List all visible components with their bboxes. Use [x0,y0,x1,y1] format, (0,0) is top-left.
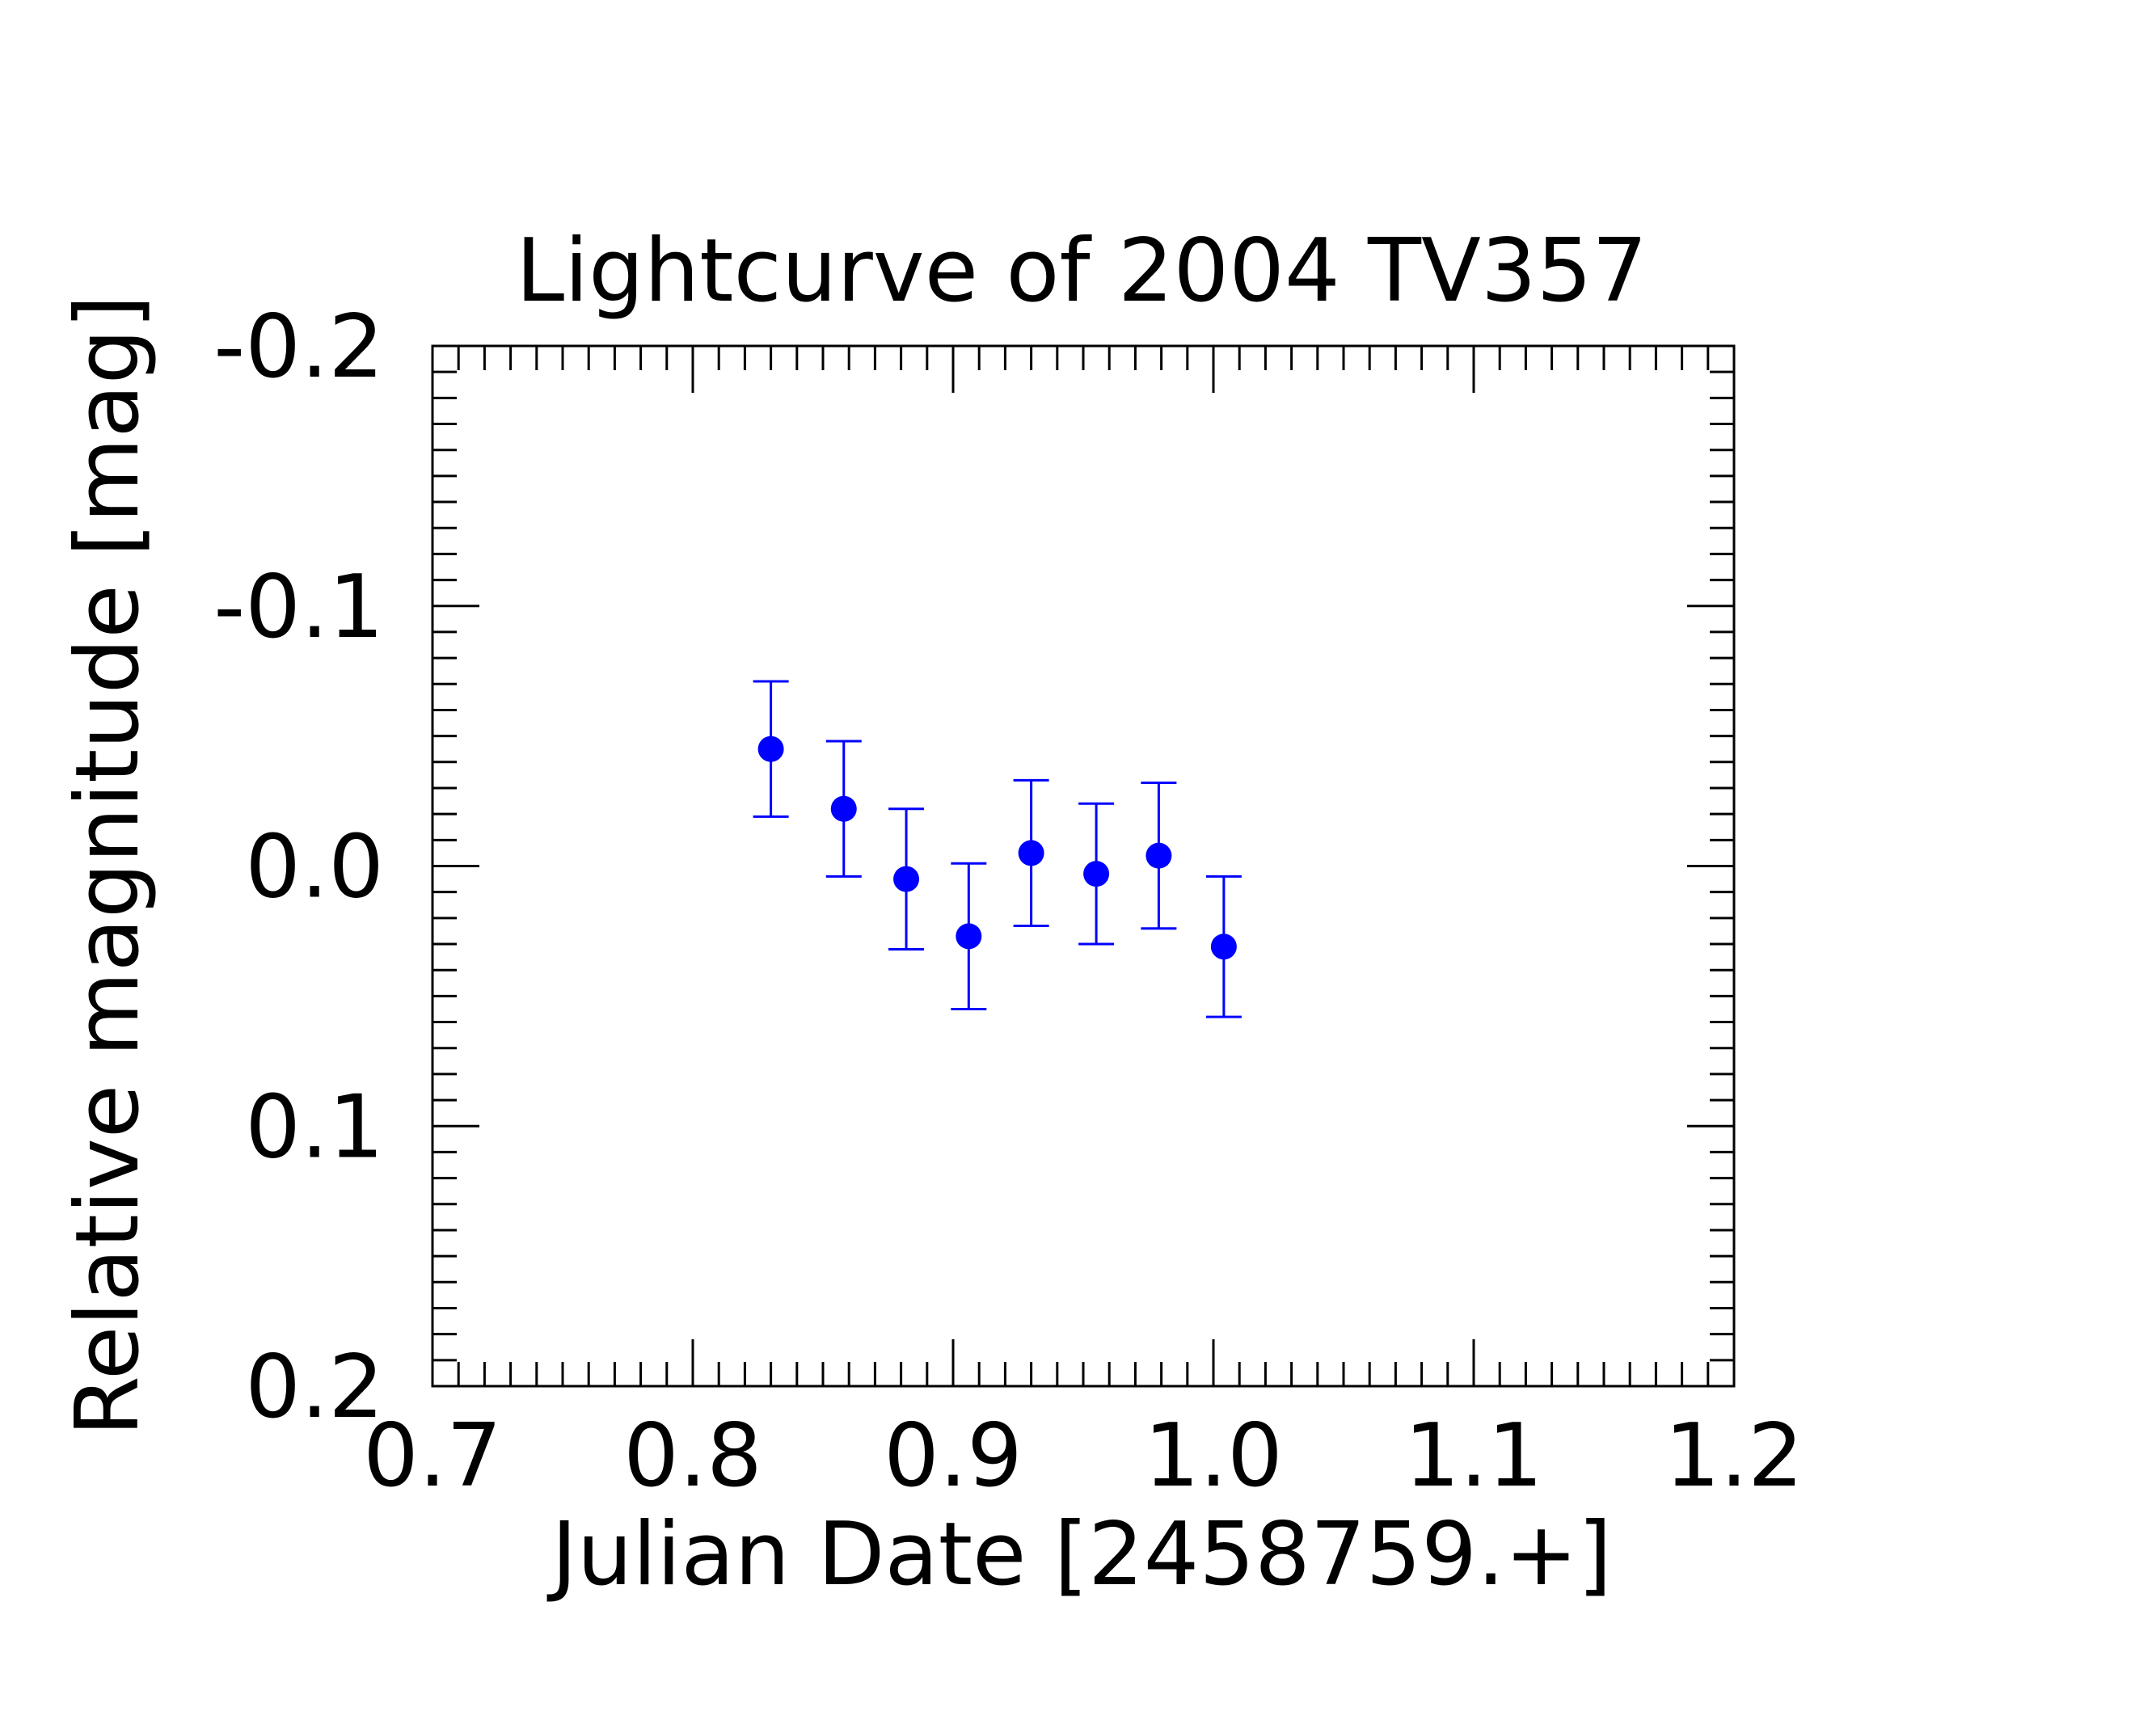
point-marker [956,923,982,950]
data-point [1078,802,1115,946]
y-tick-label: 0.1 [245,1077,384,1178]
point-marker [893,866,920,892]
x-tick-label: 1.2 [1664,1406,1804,1507]
x-axis-label: Julian Date [2458759.+] [546,1504,1612,1605]
chart-title: Lightcurve of 2004 TV357 [516,221,1648,322]
point-marker [1018,840,1044,866]
x-tick-label: 1.1 [1404,1406,1543,1507]
point-marker [830,795,857,822]
data-point [951,862,987,1010]
y-axis-label: Relative magnitude [mag] [57,295,158,1437]
data-point [888,807,925,951]
point-marker [1083,861,1110,887]
data-points [753,680,1242,1018]
point-marker [1146,842,1172,869]
x-tick-label: 1.0 [1144,1406,1283,1507]
x-tick-label: 0.9 [884,1406,1023,1507]
y-tick-label: -0.2 [213,297,384,398]
plot-frame [431,344,1736,1388]
point-marker [1210,934,1237,960]
y-tick-label: 0.0 [245,817,384,918]
point-marker [757,736,784,762]
data-point [753,680,789,818]
x-tick-label: 0.7 [363,1406,502,1507]
x-tick-label: 0.8 [623,1406,762,1507]
y-tick-label: -0.1 [213,557,384,658]
data-point [1205,875,1242,1018]
tick-labels: 0.7 0.8 0.9 1.0 1.1 1.2 -0.2 -0.1 0.0 0.1 0.2 [213,297,1804,1507]
data-point [1013,778,1049,928]
axis-ticks [431,344,1736,1388]
data-point [825,740,862,878]
data-point [1141,782,1177,930]
y-tick-label: 0.2 [245,1337,384,1438]
